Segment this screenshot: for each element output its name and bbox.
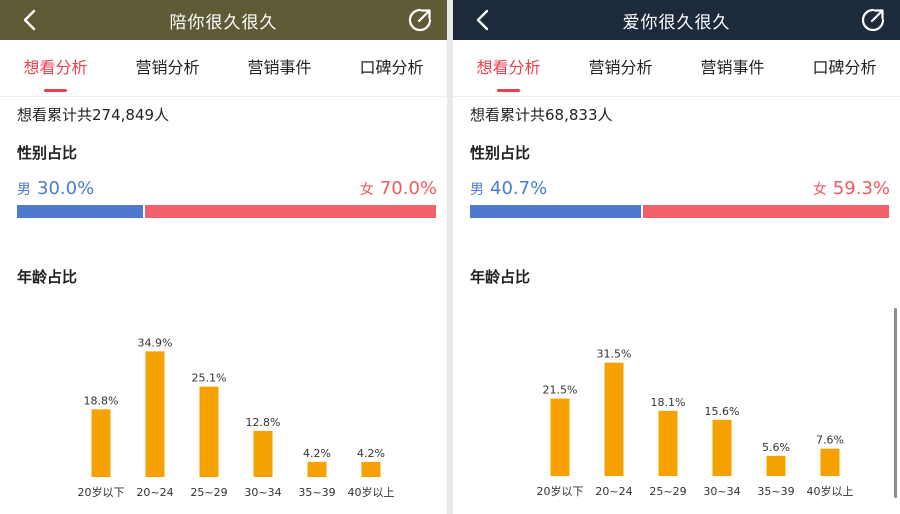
- share-icon[interactable]: [407, 7, 433, 33]
- female-tag: 女: [812, 182, 827, 198]
- male-share-value: 30.0%: [37, 178, 95, 199]
- male-tag: 男: [470, 182, 484, 198]
- tab-marketing-analysis[interactable]: 营销分析: [135, 58, 200, 77]
- age-bar-value-label: 21.5%: [543, 384, 578, 397]
- age-bar: [253, 430, 273, 477]
- female-share-value: 59.3%: [832, 178, 890, 199]
- age-section-title: 年龄占比: [17, 268, 78, 286]
- male-tag: 男: [17, 182, 31, 198]
- male-share-label: 男 30.0%: [17, 178, 94, 199]
- age-bar-value-label: 4.2%: [303, 447, 331, 460]
- male-ratio-segment: [470, 205, 641, 218]
- age-category-label: 25~29: [190, 486, 227, 499]
- age-bar-value-label: 18.8%: [84, 394, 119, 407]
- age-bar-value-label: 15.6%: [705, 405, 740, 418]
- back-arrow-icon[interactable]: [471, 7, 497, 33]
- age-category-label: 25~29: [649, 485, 686, 498]
- tab-want-analysis[interactable]: 想看分析: [0, 40, 111, 96]
- age-bar: [91, 409, 111, 477]
- age-bar-value-label: 12.8%: [246, 416, 281, 429]
- age-bar: [712, 419, 732, 476]
- age-distribution-chart: 21.5% 20岁以下 31.5% 20~24 18.1% 25~29 15.6% 30~34…: [537, 348, 854, 498]
- tab-marketing-events[interactable]: 营销事件: [247, 58, 312, 77]
- age-bar-value-label: 25.1%: [192, 372, 227, 385]
- female-ratio-segment: [144, 205, 436, 218]
- age-category-label: 35~39: [298, 486, 335, 499]
- age-category-label: 40岁以上: [807, 484, 854, 498]
- age-bar-value-label: 5.6%: [762, 441, 790, 454]
- top-bar: 陪你很久很久: [0, 0, 447, 40]
- left-panel: 陪你很久很久 想看分析 营销分析 营销事件 口碑分析 想看累计共274,849人…: [0, 0, 447, 514]
- top-bar: 爱你很久很久: [453, 0, 900, 40]
- female-share-value: 70.0%: [379, 178, 437, 199]
- age-bar: [145, 351, 165, 477]
- age-bar-value-label: 31.5%: [597, 348, 632, 361]
- female-tag: 女: [359, 182, 374, 198]
- gender-section-title: 性别占比: [470, 144, 531, 162]
- tab-reputation-analysis[interactable]: 口碑分析: [359, 58, 424, 77]
- age-category-label: 20~24: [136, 486, 173, 499]
- gender-ratio-bar: [470, 205, 889, 218]
- age-bar-value-label: 7.6%: [816, 434, 844, 447]
- age-category-label: 20岁以下: [78, 485, 125, 499]
- female-share-label: 女 70.0%: [360, 178, 437, 199]
- page-title: 爱你很久很久: [622, 12, 731, 33]
- age-category-label: 30~34: [703, 485, 740, 498]
- male-share-value: 40.7%: [490, 178, 548, 199]
- gender-section-title: 性别占比: [17, 144, 78, 162]
- age-category-label: 20岁以下: [537, 484, 584, 498]
- age-bar: [550, 398, 570, 476]
- age-bar: [820, 448, 840, 476]
- age-bar-value-label: 4.2%: [357, 447, 385, 460]
- tab-bar: 想看分析 营销分析 营销事件 口碑分析: [453, 40, 900, 97]
- share-icon[interactable]: [860, 7, 886, 33]
- age-bar-value-label: 18.1%: [651, 396, 686, 409]
- want-total-count: 想看累计共274,849人: [17, 106, 170, 124]
- page-title: 陪你很久很久: [169, 12, 278, 33]
- female-share-label: 女 59.3%: [813, 178, 890, 199]
- tab-marketing-events[interactable]: 营销事件: [700, 58, 765, 77]
- age-category-label: 30~34: [244, 486, 281, 499]
- age-bar: [361, 461, 381, 477]
- scrollbar[interactable]: [894, 308, 897, 498]
- gender-ratio-bar: [17, 205, 436, 218]
- age-section-title: 年龄占比: [470, 268, 531, 286]
- tab-reputation-analysis[interactable]: 口碑分析: [812, 58, 877, 77]
- tab-marketing-analysis[interactable]: 营销分析: [588, 58, 653, 77]
- age-bar: [199, 386, 219, 477]
- female-ratio-segment: [642, 205, 889, 218]
- age-bar: [307, 461, 327, 477]
- tab-bar: 想看分析 营销分析 营销事件 口碑分析: [0, 40, 447, 97]
- right-panel: 爱你很久很久 想看分析 营销分析 营销事件 口碑分析 想看累计共68,833人 …: [453, 0, 900, 514]
- age-bar: [658, 410, 678, 476]
- age-distribution-chart: 18.8% 20岁以下 34.9% 20~24 25.1% 25~29 12.8% 30~34…: [78, 336, 395, 499]
- age-bar: [604, 362, 624, 476]
- age-category-label: 40岁以上: [348, 485, 395, 499]
- male-share-label: 男 40.7%: [470, 178, 547, 199]
- back-arrow-icon[interactable]: [18, 7, 44, 33]
- age-category-label: 35~39: [757, 485, 794, 498]
- age-category-label: 20~24: [595, 485, 632, 498]
- age-bar-value-label: 34.9%: [138, 336, 173, 349]
- tab-want-analysis[interactable]: 想看分析: [453, 40, 564, 96]
- male-ratio-segment: [17, 205, 143, 218]
- age-bar: [766, 455, 786, 476]
- want-total-count: 想看累计共68,833人: [470, 106, 613, 124]
